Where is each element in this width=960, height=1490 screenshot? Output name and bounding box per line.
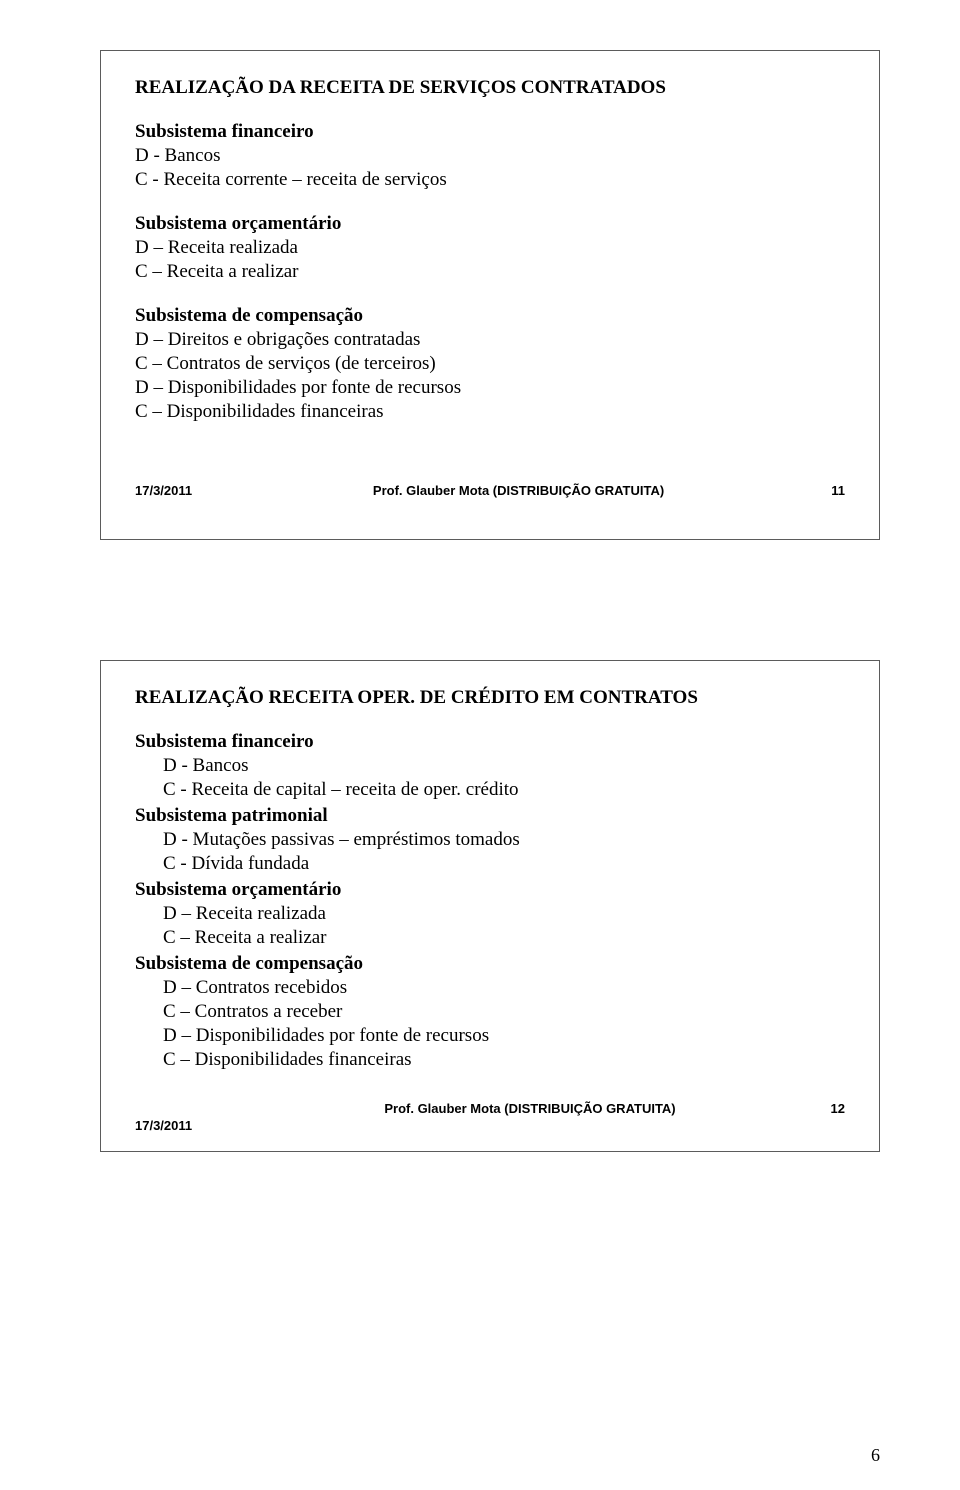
slide2-title: REALIZAÇÃO RECEITA OPER. DE CRÉDITO EM C… [135, 687, 845, 709]
slide2-sec3-line2: C – Receita a realizar [135, 927, 845, 949]
slide1-sec2-line2: C – Receita a realizar [135, 261, 845, 283]
slide2-sec1-line1: D - Bancos [135, 755, 845, 777]
slide1-footer-credit: Prof. Glauber Mota (DISTRIBUIÇÃO GRATUIT… [192, 483, 805, 498]
slide1-footer-date: 17/3/2011 [135, 483, 192, 498]
slide1-sec3-line4: C – Disponibilidades financeiras [135, 401, 845, 423]
page-number: 6 [871, 1445, 880, 1466]
slide2-sec1-head: Subsistema financeiro [135, 731, 845, 753]
slide-1: REALIZAÇÃO DA RECEITA DE SERVIÇOS CONTRA… [100, 50, 880, 540]
slide2-footer-date: 17/3/2011 [135, 1118, 845, 1133]
slide2-sec4-line1: D – Contratos recebidos [135, 977, 845, 999]
slide2-footer: Prof. Glauber Mota (DISTRIBUIÇÃO GRATUIT… [135, 1101, 845, 1133]
slide2-sec3-line1: D – Receita realizada [135, 903, 845, 925]
slide2-footer-credit: Prof. Glauber Mota (DISTRIBUIÇÃO GRATUIT… [135, 1101, 805, 1116]
slide1-sec1-line1: D - Bancos [135, 145, 845, 167]
slide1-sec3-line1: D – Direitos e obrigações contratadas [135, 329, 845, 351]
slide1-sec2-line1: D – Receita realizada [135, 237, 845, 259]
slide1-sec1-head: Subsistema financeiro [135, 121, 845, 143]
slide1-sec3-line3: D – Disponibilidades por fonte de recurs… [135, 377, 845, 399]
slide2-sec4-line2: C – Contratos a receber [135, 1001, 845, 1023]
slide1-footer: 17/3/2011 Prof. Glauber Mota (DISTRIBUIÇ… [135, 483, 845, 498]
slide2-sec4-head: Subsistema de compensação [135, 953, 845, 975]
slide1-sec3-head: Subsistema de compensação [135, 305, 845, 327]
slide-2: REALIZAÇÃO RECEITA OPER. DE CRÉDITO EM C… [100, 660, 880, 1152]
slide2-sec2-head: Subsistema patrimonial [135, 805, 845, 827]
slide1-footer-num: 11 [805, 483, 845, 498]
slide1-title: REALIZAÇÃO DA RECEITA DE SERVIÇOS CONTRA… [135, 77, 845, 99]
slide2-sec4-line3: D – Disponibilidades por fonte de recurs… [135, 1025, 845, 1047]
slide2-sec3-head: Subsistema orçamentário [135, 879, 845, 901]
slide2-sec2-line1: D - Mutações passivas – empréstimos toma… [135, 829, 845, 851]
slide2-sec1-line2: C - Receita de capital – receita de oper… [135, 779, 845, 801]
slide1-sec3-line2: C – Contratos de serviços (de terceiros) [135, 353, 845, 375]
slide2-sec4-line4: C – Disponibilidades financeiras [135, 1049, 845, 1071]
slide2-footer-num: 12 [805, 1101, 845, 1116]
slide2-sec2-line2: C - Dívida fundada [135, 853, 845, 875]
slide1-sec2-head: Subsistema orçamentário [135, 213, 845, 235]
slide1-sec1-line2: C - Receita corrente – receita de serviç… [135, 169, 845, 191]
